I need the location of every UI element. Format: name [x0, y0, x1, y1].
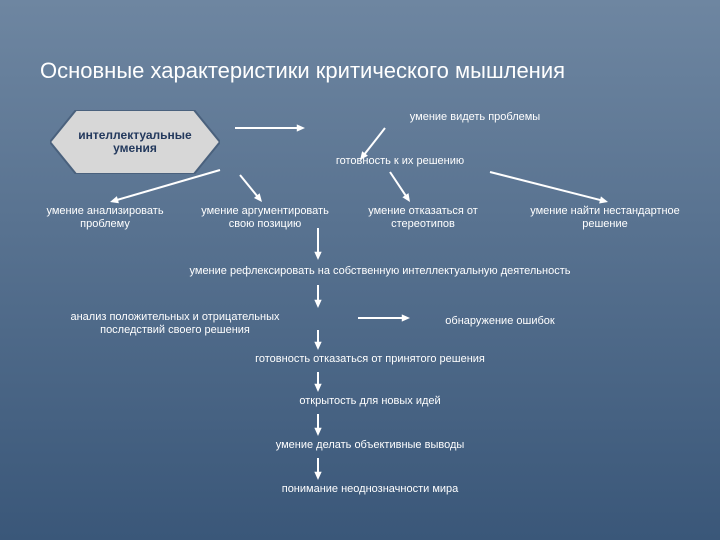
node-see-problems: умение видеть проблемы: [390, 111, 560, 124]
node-objective-conclusions: умение делать объективные выводы: [245, 439, 495, 452]
hexagon-label: интеллектуальные умения: [50, 110, 220, 174]
node-ambiguity-world: понимание неоднозначности мира: [255, 483, 485, 496]
page-title: Основные характеристики критического мыш…: [40, 58, 565, 84]
node-argument-position: умение аргументировать свою позицию: [190, 205, 340, 230]
node-detect-errors: обнаружение ошибок: [425, 315, 575, 328]
node-nonstandard-solution: умение найти нестандартное решение: [520, 205, 690, 230]
node-pros-cons-analysis: анализ положительных и отрицательных пос…: [45, 311, 305, 336]
node-readiness-solve: готовность к их решению: [315, 155, 485, 168]
node-open-new-ideas: открытость для новых идей: [270, 395, 470, 408]
node-abandon-decision: готовность отказаться от принятого решен…: [225, 353, 515, 366]
node-reflect-activity: умение рефлексировать на собственную инт…: [170, 265, 590, 278]
node-analyze-problem: умение анализировать проблему: [35, 205, 175, 230]
hexagon-node: интеллектуальные умения: [50, 110, 220, 174]
node-reject-stereotypes: умение отказаться от стереотипов: [353, 205, 493, 230]
